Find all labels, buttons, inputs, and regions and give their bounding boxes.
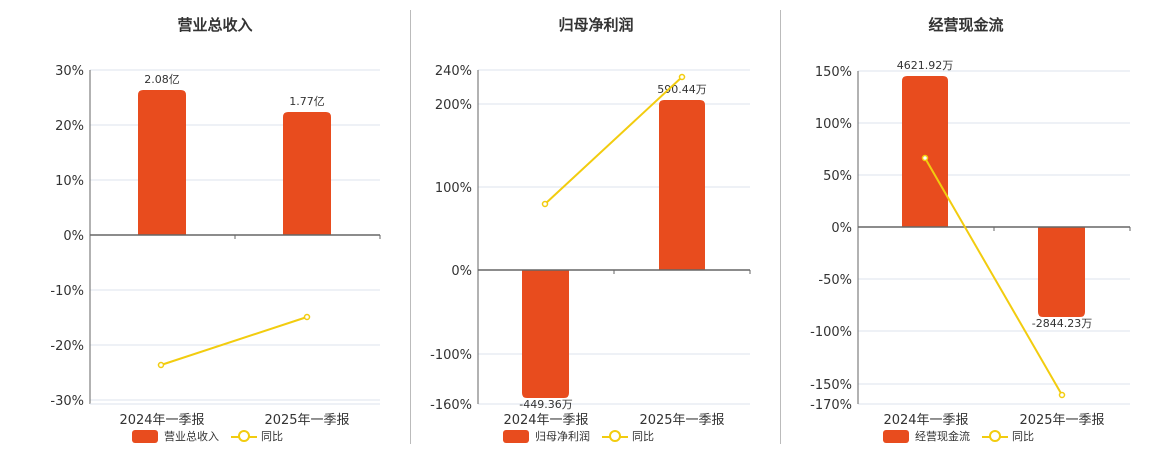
legend-line-icon[interactable] xyxy=(982,429,1008,443)
bar-2024q1[interactable] xyxy=(522,270,569,398)
legend-bar-label[interactable]: 经营现金流 xyxy=(915,430,970,443)
svg-text:4621.92万: 4621.92万 xyxy=(897,59,954,72)
svg-text:10%: 10% xyxy=(55,174,84,189)
svg-text:0%: 0% xyxy=(63,229,84,244)
yoy-line xyxy=(924,157,1063,396)
svg-text:-10%: -10% xyxy=(50,284,84,299)
bar-2025q1[interactable] xyxy=(283,112,331,235)
yoy-point[interactable] xyxy=(678,73,686,81)
svg-text:2025年一季报: 2025年一季报 xyxy=(1019,413,1104,428)
svg-text:2024年一季报: 2024年一季报 xyxy=(119,413,204,428)
svg-text:-2844.23万: -2844.23万 xyxy=(1032,317,1092,330)
yoy-point[interactable] xyxy=(921,154,929,162)
svg-text:1.77亿: 1.77亿 xyxy=(289,95,325,108)
chart-panel-revenue: 营业总收入 30% 20% 10% 0% -10% -20% -30% xyxy=(0,0,410,450)
svg-text:-100%: -100% xyxy=(810,325,852,340)
svg-text:2.08亿: 2.08亿 xyxy=(144,73,180,86)
y-axis-labels: 240% 200% 100% 0% -100% -160% xyxy=(430,64,472,413)
chart-title: 归母净利润 xyxy=(558,16,634,34)
svg-text:590.44万: 590.44万 xyxy=(657,83,707,96)
x-axis-labels: 2024年一季报 2025年一季报 xyxy=(503,413,724,428)
chart-title: 经营现金流 xyxy=(928,16,1004,34)
yoy-line xyxy=(544,76,683,205)
revenue-chart: 30% 20% 10% 0% -10% -20% -30% 2.08亿 1.77… xyxy=(50,64,381,428)
svg-text:2025年一季报: 2025年一季报 xyxy=(264,413,349,428)
chart-legend: 经营现金流 同比 xyxy=(883,428,1034,444)
bar-2025q1[interactable] xyxy=(1038,227,1085,317)
svg-text:-50%: -50% xyxy=(818,273,852,288)
svg-text:-100%: -100% xyxy=(430,348,472,363)
chart-legend: 营业总收入 同比 xyxy=(132,428,283,444)
legend-line-icon[interactable] xyxy=(602,429,628,443)
yoy-point[interactable] xyxy=(157,361,165,369)
chart-title: 营业总收入 xyxy=(177,16,253,34)
svg-text:2024年一季报: 2024年一季报 xyxy=(503,413,588,428)
svg-text:100%: 100% xyxy=(435,181,472,196)
legend-bar-swatch[interactable] xyxy=(503,429,529,443)
legend-line-icon[interactable] xyxy=(231,429,257,443)
bar-2025q1[interactable] xyxy=(659,100,705,270)
bar-value-labels: 4621.92万 -2844.23万 xyxy=(897,59,1092,330)
grid-lines xyxy=(90,69,380,401)
bar-value-labels: 2.08亿 1.77亿 xyxy=(144,73,325,108)
svg-text:-150%: -150% xyxy=(810,378,852,393)
legend-bar-swatch[interactable] xyxy=(132,429,158,443)
legend-bar-swatch[interactable] xyxy=(883,429,909,443)
yoy-line xyxy=(160,316,308,366)
svg-text:-20%: -20% xyxy=(50,339,84,354)
bar-value-labels: -449.36万 590.44万 xyxy=(519,83,706,411)
legend-line-label[interactable]: 同比 xyxy=(1012,430,1034,443)
svg-text:0%: 0% xyxy=(451,264,472,279)
y-axis-labels: 30% 20% 10% 0% -10% -20% -30% xyxy=(50,64,84,409)
legend-bar-label[interactable]: 营业总收入 xyxy=(164,430,219,443)
yoy-point[interactable] xyxy=(1058,391,1066,399)
bar-2024q1[interactable] xyxy=(138,90,186,235)
svg-text:-30%: -30% xyxy=(50,394,84,409)
svg-text:2025年一季报: 2025年一季报 xyxy=(639,413,724,428)
legend-bar-label[interactable]: 归母净利润 xyxy=(535,430,590,443)
grid-lines xyxy=(858,70,1130,405)
panel-divider xyxy=(410,10,411,444)
chart-legend: 归母净利润 同比 xyxy=(503,428,654,444)
x-axis-labels: 2024年一季报 2025年一季报 xyxy=(883,413,1104,428)
svg-text:-449.36万: -449.36万 xyxy=(519,398,572,411)
svg-text:20%: 20% xyxy=(55,119,84,134)
svg-text:-170%: -170% xyxy=(810,398,852,413)
svg-text:50%: 50% xyxy=(823,169,852,184)
svg-text:0%: 0% xyxy=(831,221,852,236)
bar-2024q1[interactable] xyxy=(902,76,948,227)
legend-line-label[interactable]: 同比 xyxy=(261,430,283,443)
yoy-point[interactable] xyxy=(303,313,311,321)
svg-text:200%: 200% xyxy=(435,98,472,113)
svg-text:240%: 240% xyxy=(435,64,472,79)
x-axis-labels: 2024年一季报 2025年一季报 xyxy=(119,413,349,428)
svg-text:30%: 30% xyxy=(55,64,84,79)
svg-text:2024年一季报: 2024年一季报 xyxy=(883,413,968,428)
legend-line-label[interactable]: 同比 xyxy=(632,430,654,443)
svg-text:-160%: -160% xyxy=(430,398,472,413)
yoy-point[interactable] xyxy=(541,200,549,208)
panel-divider xyxy=(780,10,781,444)
y-axis-labels: 150% 100% 50% 0% -50% -100% -150% -170% xyxy=(810,65,852,413)
svg-text:150%: 150% xyxy=(815,65,852,80)
svg-text:100%: 100% xyxy=(815,117,852,132)
